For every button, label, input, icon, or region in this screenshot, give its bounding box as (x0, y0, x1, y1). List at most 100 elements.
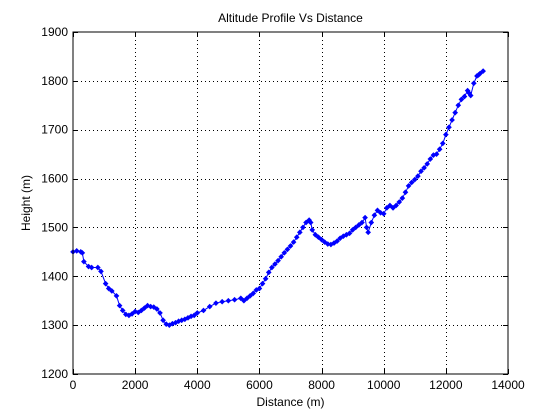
data-point (262, 275, 269, 282)
x-tick-label: 12000 (429, 378, 463, 392)
data-point (157, 310, 163, 316)
y-tick-label: 1900 (41, 25, 68, 39)
data-point (408, 179, 415, 186)
data-point (405, 183, 412, 189)
data-point (272, 261, 278, 267)
series-altitude (70, 68, 486, 328)
y-tick-label: 1700 (41, 123, 68, 137)
data-point (259, 280, 266, 287)
data-point (278, 253, 285, 260)
data-point (119, 307, 126, 314)
data-point (81, 258, 87, 265)
data-point (109, 288, 115, 294)
data-point (129, 311, 135, 317)
data-point (141, 305, 148, 311)
data-point (95, 264, 101, 271)
x-tick-label: 2000 (122, 378, 149, 392)
plot-area (73, 32, 508, 374)
data-point (359, 219, 365, 226)
data-point (113, 293, 120, 299)
data-point (396, 199, 403, 205)
data-point (334, 238, 340, 244)
data-point (436, 146, 443, 153)
x-tick-label: 4000 (184, 378, 211, 392)
data-point (363, 224, 370, 231)
data-point (321, 239, 328, 245)
data-point (383, 205, 390, 211)
data-point (116, 302, 123, 309)
data-point (439, 140, 446, 147)
data-point (371, 212, 378, 219)
y-tick-label: 1600 (41, 172, 68, 186)
data-point (318, 236, 325, 243)
data-point (303, 219, 309, 226)
x-tick-label: 0 (70, 378, 77, 392)
data-point (287, 243, 294, 249)
plot-frame (72, 31, 509, 375)
data-point (346, 230, 353, 237)
data-point (73, 248, 80, 254)
y-tick-label: 1200 (41, 367, 68, 381)
data-point (138, 307, 145, 314)
data-point (374, 207, 381, 214)
data-point (315, 234, 322, 241)
data-point (415, 173, 421, 179)
data-point (458, 96, 465, 103)
data-point (467, 92, 474, 99)
data-point (256, 285, 263, 292)
data-point (102, 280, 109, 287)
data-point (219, 298, 225, 305)
data-point (200, 307, 207, 314)
data-point (433, 151, 440, 157)
data-point (231, 296, 238, 303)
data-point (105, 285, 112, 292)
grid-lines (73, 32, 508, 374)
data-point (402, 189, 409, 196)
data-point (225, 297, 232, 304)
x-tick-label: 8000 (308, 378, 335, 392)
data-point (390, 205, 396, 211)
data-point (250, 290, 257, 297)
data-point (427, 156, 434, 162)
data-point (365, 229, 372, 236)
data-point (300, 224, 306, 231)
x-tick-label: 14000 (491, 378, 525, 392)
data-point (290, 239, 297, 245)
data-point (244, 295, 250, 302)
data-point (477, 70, 483, 77)
data-point (281, 250, 288, 256)
data-point (349, 227, 356, 233)
data-point (296, 229, 303, 236)
data-point (247, 293, 253, 299)
data-point (79, 250, 86, 256)
data-point (213, 300, 219, 306)
data-point (399, 195, 406, 201)
data-point (237, 295, 244, 302)
data-point (470, 80, 477, 87)
data-point (480, 68, 486, 74)
data-point (269, 264, 275, 271)
data-point (424, 161, 431, 167)
data-point (191, 312, 198, 319)
data-point (293, 234, 300, 241)
data-point (241, 297, 247, 304)
data-point (284, 246, 291, 253)
x-tick-label: 10000 (367, 378, 401, 392)
data-point (443, 131, 449, 138)
data-point (452, 109, 459, 116)
data-point (194, 310, 201, 316)
data-point (387, 202, 393, 209)
data-point (449, 117, 455, 123)
data-point (312, 231, 319, 238)
data-point (206, 303, 213, 310)
axis-ticks: 0 2000 4000 6000 8000 10000 12000 14000 1200 1300… (41, 25, 525, 392)
y-tick-label: 1400 (41, 269, 68, 283)
data-point (446, 124, 452, 131)
data-point (356, 222, 362, 228)
data-point (393, 202, 399, 209)
chart-title: Altitude Profile Vs Distance (218, 11, 363, 25)
data-point (309, 227, 316, 233)
data-point (160, 317, 166, 324)
